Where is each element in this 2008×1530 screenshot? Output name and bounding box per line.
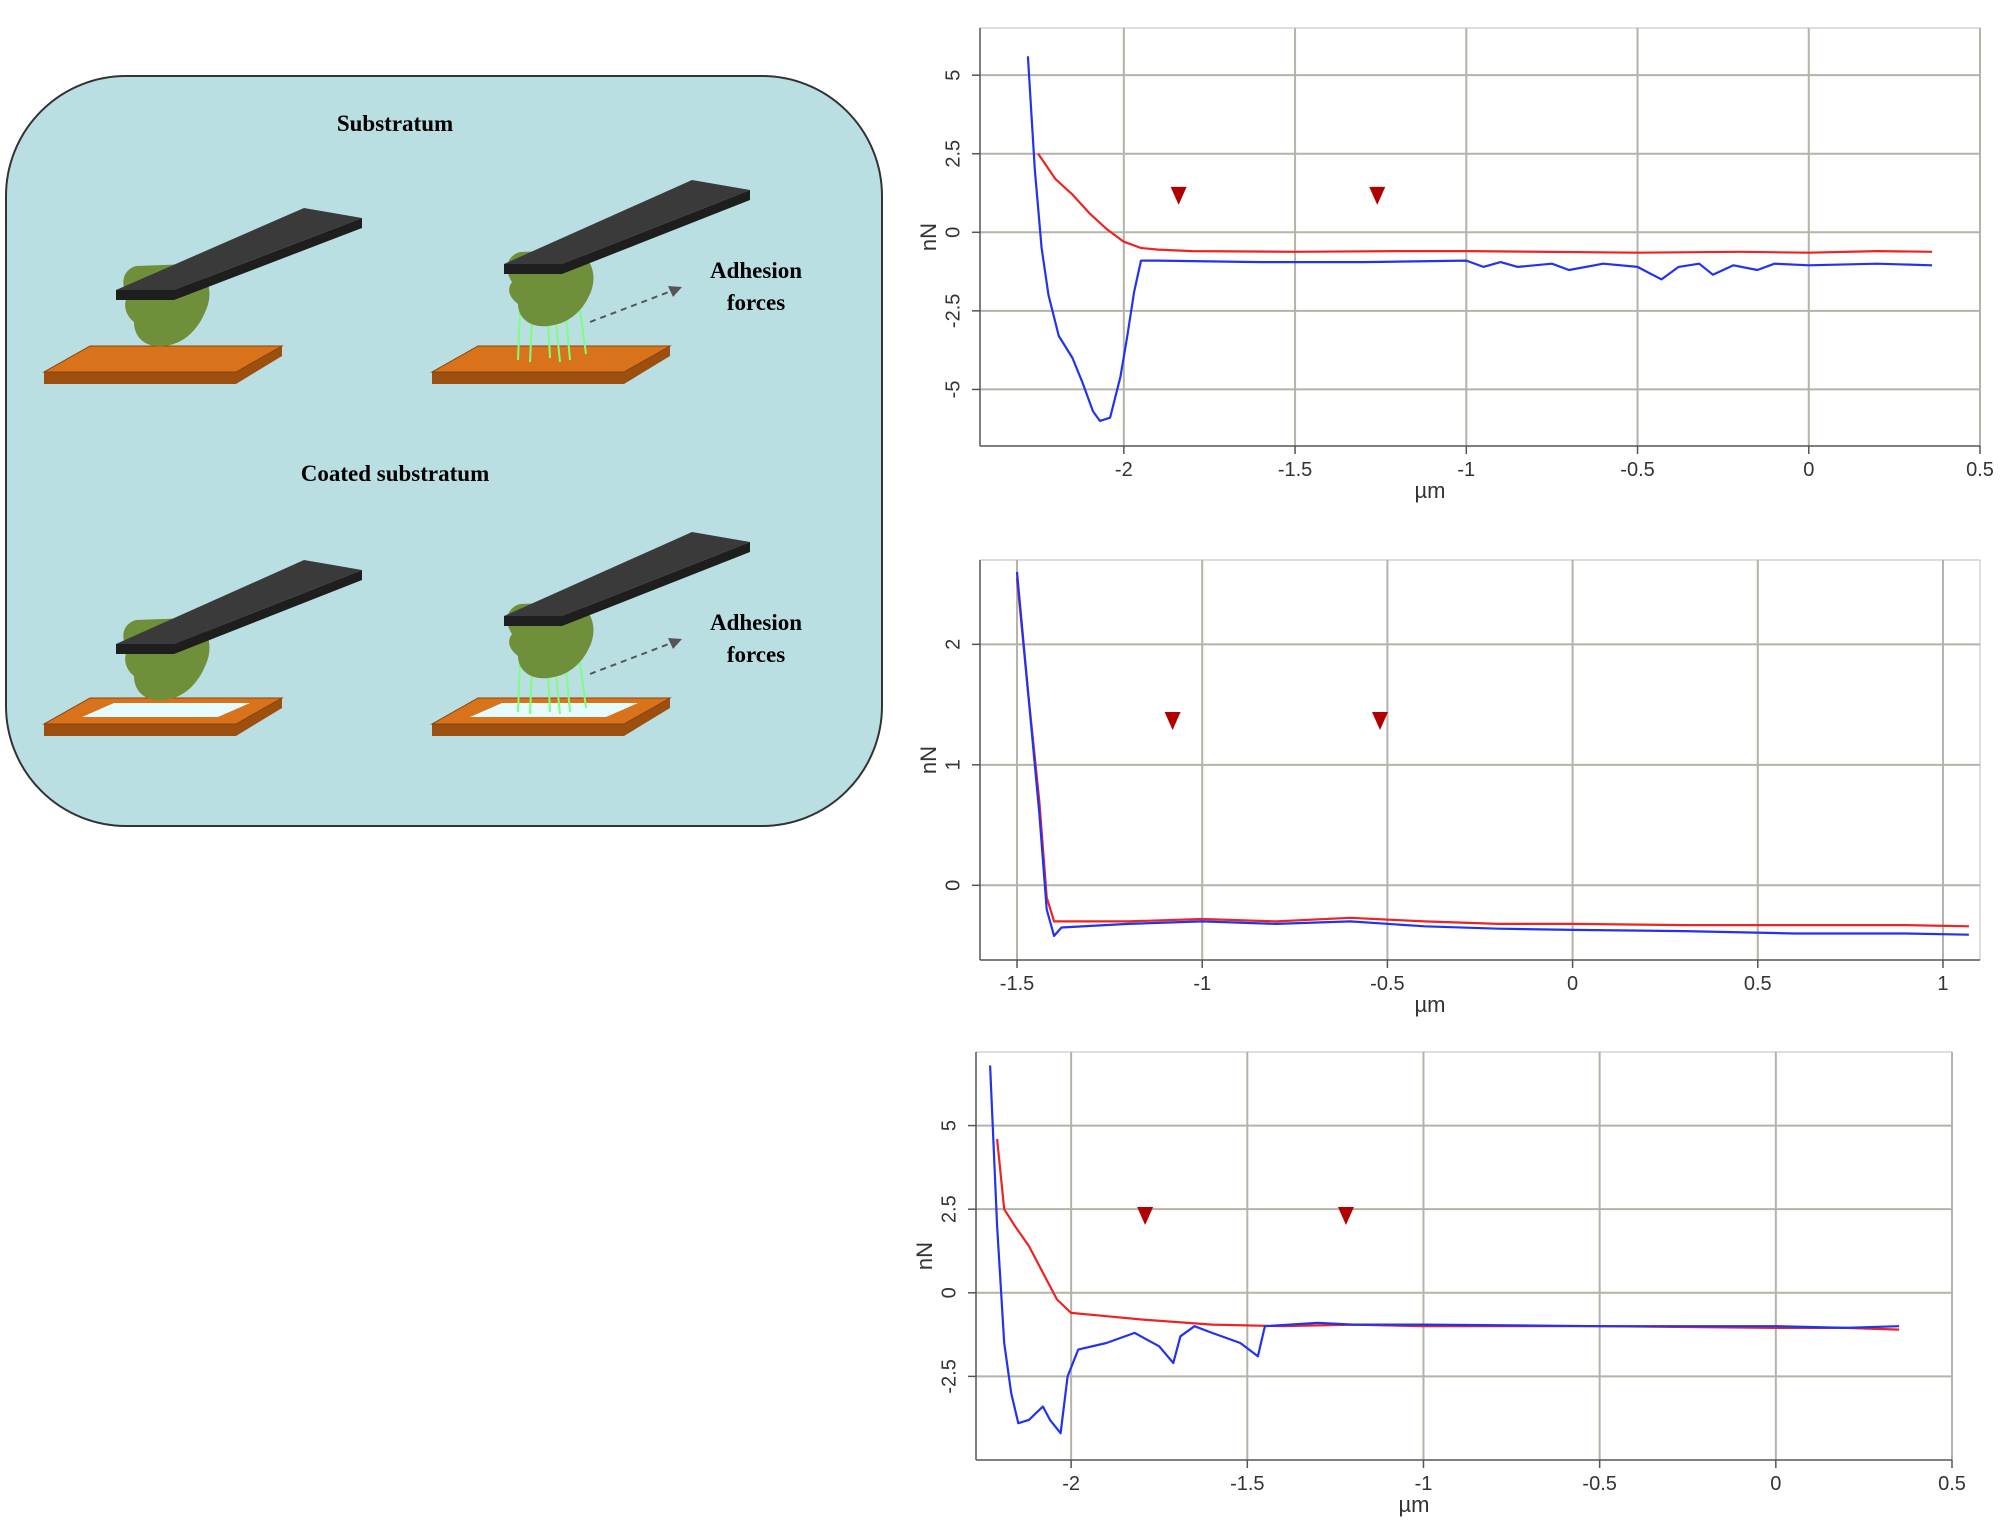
cantilever bbox=[504, 180, 750, 264]
substrate-side bbox=[44, 698, 282, 736]
setup-substratum-retract bbox=[430, 180, 750, 384]
arrow-head-icon bbox=[668, 286, 682, 297]
marker-triangle bbox=[1372, 712, 1388, 730]
x-tick-label: 0.5 bbox=[1938, 1473, 1966, 1495]
coating-layer bbox=[82, 703, 250, 717]
setup-coated-approach bbox=[42, 560, 362, 736]
coated-substratum-title: Coated substratum bbox=[301, 461, 489, 486]
y-tick-label: -2.5 bbox=[942, 294, 964, 328]
y-tick-label: 0 bbox=[942, 880, 964, 891]
x-tick-label: -0.5 bbox=[1370, 973, 1404, 995]
marker-triangle bbox=[1170, 186, 1187, 205]
x-tick-label: 0 bbox=[1803, 459, 1814, 481]
x-tick-label: -0.5 bbox=[1582, 1473, 1616, 1495]
approach-curve bbox=[1037, 153, 1933, 254]
x-axis-title: µm bbox=[1414, 478, 1445, 503]
substrate-side bbox=[432, 346, 670, 384]
substrate-plate bbox=[42, 345, 284, 373]
plot-area bbox=[979, 27, 1981, 447]
x-tick-label: -1 bbox=[1415, 1473, 1433, 1495]
y-tick-label: 1 bbox=[942, 759, 964, 770]
cantilever-side bbox=[504, 190, 750, 274]
x-tick-label: -0.5 bbox=[1620, 459, 1654, 481]
x-tick-label: 0.5 bbox=[1966, 459, 1994, 481]
x-axis-title: µm bbox=[1414, 992, 1445, 1017]
y-tick-label: 0 bbox=[942, 227, 964, 238]
substratum-title: Substratum bbox=[337, 111, 453, 136]
retract-curve bbox=[1015, 571, 1969, 937]
y-axis-title: nN bbox=[912, 1242, 937, 1270]
y-tick-label: -2.5 bbox=[938, 1359, 960, 1393]
y-tick-label: 2.5 bbox=[942, 140, 964, 168]
y-tick-label: 2 bbox=[942, 639, 964, 650]
adhesion-schematic: Substratum Coated substratum Adhesion fo… bbox=[5, 75, 883, 827]
substrate-side bbox=[44, 346, 282, 384]
cantilever bbox=[116, 208, 362, 290]
adhesion-label-line2: forces bbox=[727, 642, 785, 667]
x-axis-title: µm bbox=[1398, 1492, 1429, 1517]
adhesion-arrow bbox=[589, 289, 675, 323]
y-axis-title: nN bbox=[916, 746, 941, 774]
cantilever-side bbox=[116, 570, 362, 654]
x-tick-label: 0 bbox=[1567, 973, 1578, 995]
y-tick-label: 5 bbox=[942, 70, 964, 81]
marker-triangle bbox=[1369, 186, 1386, 205]
x-tick-label: -1 bbox=[1193, 973, 1211, 995]
cantilever-side bbox=[116, 218, 362, 300]
cantilever bbox=[116, 560, 362, 644]
x-tick-label: -2 bbox=[1115, 459, 1133, 481]
coating-layer bbox=[470, 703, 638, 717]
marker-triangle bbox=[1164, 712, 1181, 730]
marker-triangle bbox=[1337, 1207, 1354, 1226]
x-tick-label: -1.5 bbox=[1230, 1473, 1264, 1495]
substrate-side bbox=[432, 698, 670, 736]
marker-triangle bbox=[1137, 1207, 1154, 1226]
x-tick-label: -1.5 bbox=[1278, 459, 1312, 481]
x-tick-label: -2 bbox=[1062, 1473, 1080, 1495]
y-axis-title: nN bbox=[916, 223, 941, 251]
setup-coated-retract bbox=[430, 532, 750, 736]
setup-substratum-approach bbox=[42, 208, 362, 384]
y-tick-label: 5 bbox=[938, 1120, 960, 1131]
y-tick-label: 0 bbox=[938, 1287, 960, 1298]
retract-curve bbox=[989, 1065, 1900, 1435]
plot-area bbox=[979, 559, 1981, 961]
arrow-head-icon bbox=[668, 638, 682, 649]
adhesion-label-line2: forces bbox=[727, 290, 785, 315]
cantilever-side bbox=[504, 542, 750, 626]
cantilever bbox=[504, 532, 750, 616]
adhesion-arrow bbox=[589, 641, 675, 675]
x-tick-label: -1.5 bbox=[1000, 973, 1034, 995]
adhesion-label-line1: Adhesion bbox=[710, 258, 802, 283]
x-tick-label: 0.5 bbox=[1744, 973, 1772, 995]
plot-area bbox=[975, 1051, 1953, 1461]
x-tick-label: -1 bbox=[1457, 459, 1475, 481]
y-tick-label: 2.5 bbox=[938, 1195, 960, 1223]
x-tick-label: 1 bbox=[1937, 973, 1948, 995]
retract-curve bbox=[1026, 56, 1933, 422]
y-tick-label: -5 bbox=[942, 381, 964, 399]
adhesion-fibers bbox=[517, 309, 587, 363]
x-tick-label: 0 bbox=[1770, 1473, 1781, 1495]
adhesion-label-line1: Adhesion bbox=[710, 610, 802, 635]
substrate-plate bbox=[430, 345, 672, 373]
